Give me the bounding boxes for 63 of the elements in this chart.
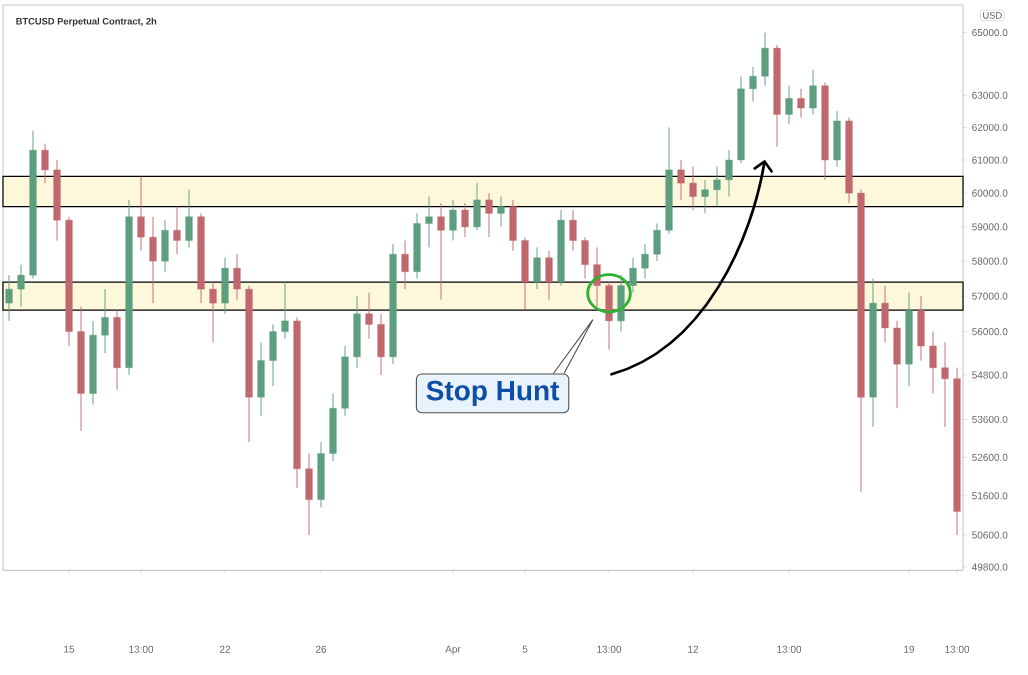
y-tick-label: 50600.0 xyxy=(972,531,1008,539)
candlestick xyxy=(461,202,469,238)
x-tick-label: 13:00 xyxy=(777,645,802,653)
x-tick-label: 5 xyxy=(522,645,528,653)
x-tick-label: 12 xyxy=(688,645,699,653)
y-tick-label: 54800.0 xyxy=(972,371,1008,379)
candlestick xyxy=(5,274,13,322)
y-tick-label: 60000.0 xyxy=(972,189,1008,197)
candlestick xyxy=(677,159,685,201)
x-tick-label: 22 xyxy=(219,645,231,653)
x-tick-label: 13:00 xyxy=(945,645,970,653)
x-tick-label: Apr xyxy=(445,645,461,655)
candlestick xyxy=(485,192,493,238)
candlestick xyxy=(689,166,697,211)
x-tick-label: 26 xyxy=(315,645,327,653)
y-tick-label: 52600.0 xyxy=(972,453,1008,461)
candlestick xyxy=(713,166,721,208)
candlestick xyxy=(17,264,25,308)
y-tick-label: 56000.0 xyxy=(972,328,1008,336)
candlestick xyxy=(929,331,937,394)
y-tick-label: 65000.0 xyxy=(972,29,1008,37)
y-tick-label: 53600.0 xyxy=(972,415,1008,423)
y-tick-label: 51600.0 xyxy=(972,492,1008,500)
y-tick-label: 58000.0 xyxy=(972,257,1008,265)
candlestick xyxy=(785,85,793,125)
candlestick xyxy=(401,240,409,290)
x-tick-label: 15 xyxy=(64,645,75,653)
candlestick xyxy=(209,281,217,343)
y-tick-label: 61000.0 xyxy=(972,156,1008,164)
candlestick xyxy=(173,206,181,255)
y-tick-label: 59000.0 xyxy=(972,223,1008,231)
y-tick-label: 63000.0 xyxy=(972,91,1008,99)
candlestick xyxy=(653,223,661,262)
y-axis-title: USD xyxy=(983,12,1002,19)
candlestick xyxy=(569,209,577,252)
annotation: Stop Hunt xyxy=(426,380,560,407)
candlestick xyxy=(437,202,445,301)
candlestick xyxy=(233,253,241,301)
candlestick xyxy=(941,341,949,428)
candlestick xyxy=(497,196,505,228)
candlestick xyxy=(185,189,193,248)
candlestick xyxy=(809,69,817,115)
candlestick xyxy=(629,257,637,294)
candlestick xyxy=(425,196,433,248)
candlestick xyxy=(281,281,289,340)
candlestick xyxy=(149,216,157,304)
x-tick-label: 19 xyxy=(904,645,915,653)
candlestick xyxy=(41,143,49,184)
candlestick xyxy=(701,179,709,214)
candlestick xyxy=(101,288,109,354)
candlestick xyxy=(749,66,757,103)
candlestick xyxy=(365,292,373,340)
x-tick-label: 13:00 xyxy=(129,645,154,653)
candlestick xyxy=(449,199,457,241)
candlestick xyxy=(797,88,805,119)
text: BTCUSD Perpetual Contract, 2h xyxy=(16,17,157,27)
candlestick xyxy=(641,243,649,280)
y-tick-label: 62000.0 xyxy=(972,123,1008,131)
candlestick xyxy=(725,149,733,198)
candlestick xyxy=(137,175,145,252)
x-tick-label: 13:00 xyxy=(597,645,622,653)
y-tick-label: 57000.0 xyxy=(972,292,1008,300)
y-tick-label: 49800.0 xyxy=(971,563,1008,571)
